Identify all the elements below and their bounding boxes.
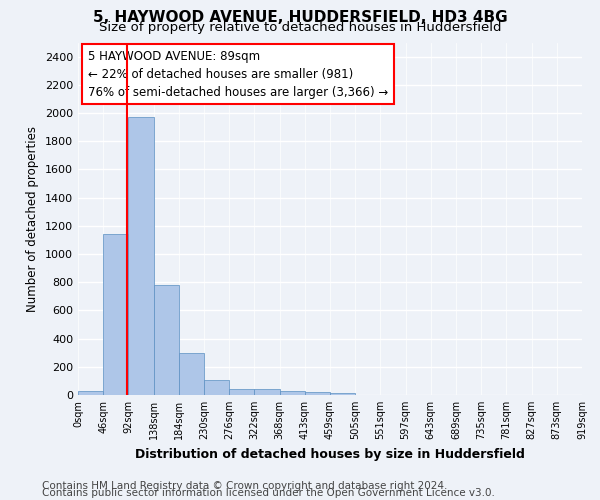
Y-axis label: Number of detached properties: Number of detached properties (26, 126, 40, 312)
Bar (229, 390, 254, 395)
X-axis label: Distribution of detached houses by size in Huddersfield: Distribution of detached houses by size … (135, 448, 525, 460)
Bar (154, 285, 179, 395)
Text: Size of property relative to detached houses in Huddersfield: Size of property relative to detached ho… (99, 21, 501, 34)
Bar (204, 380, 229, 395)
Bar (280, 392, 305, 395)
Text: Contains public sector information licensed under the Open Government Licence v3: Contains public sector information licen… (42, 488, 495, 498)
Text: 5, HAYWOOD AVENUE, HUDDERSFIELD, HD3 4BG: 5, HAYWOOD AVENUE, HUDDERSFIELD, HD3 4BG (92, 10, 508, 25)
Bar (128, 117, 154, 395)
Bar (78, 391, 103, 395)
Text: Contains HM Land Registry data © Crown copyright and database right 2024.: Contains HM Land Registry data © Crown c… (42, 481, 448, 491)
Bar (330, 393, 355, 395)
Text: 5 HAYWOOD AVENUE: 89sqm
← 22% of detached houses are smaller (981)
76% of semi-d: 5 HAYWOOD AVENUE: 89sqm ← 22% of detache… (88, 50, 388, 98)
Bar (254, 390, 280, 395)
Bar (179, 352, 204, 395)
Bar (305, 392, 330, 395)
Bar (103, 234, 128, 395)
